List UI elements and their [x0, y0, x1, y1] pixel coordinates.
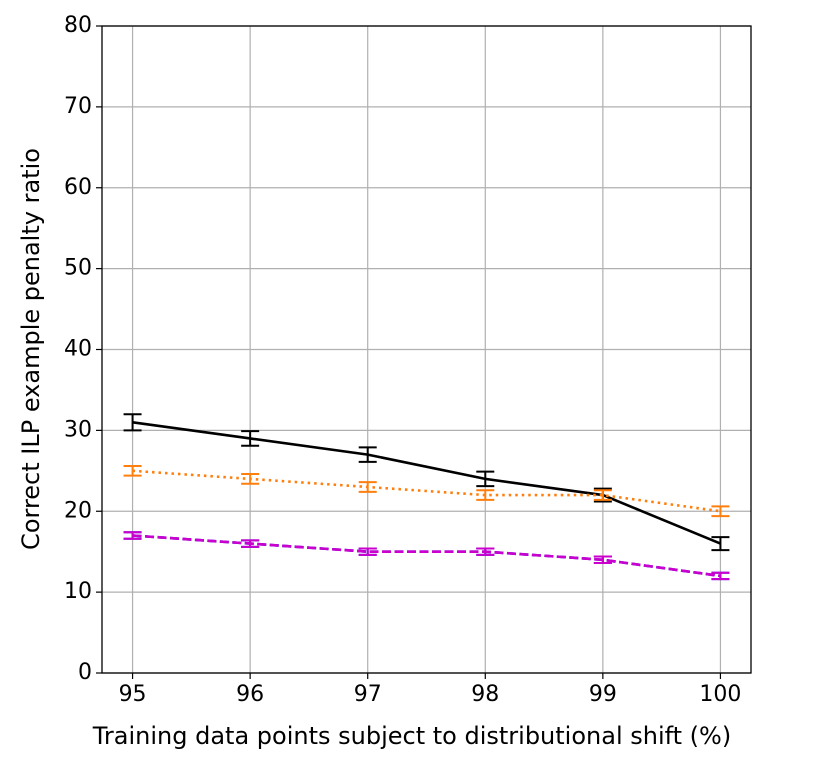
y-tick-label: 80 — [64, 13, 92, 38]
x-tick-label: 95 — [119, 682, 147, 707]
y-tick-label: 40 — [64, 337, 92, 362]
x-tick-label: 99 — [589, 682, 617, 707]
x-tick-label: 98 — [471, 682, 499, 707]
series-line — [132, 469, 721, 513]
y-tick-label: 20 — [64, 498, 92, 523]
y-tick-label: 50 — [64, 256, 92, 281]
x-tick-label: 97 — [354, 682, 382, 707]
y-tick-label: 10 — [64, 579, 92, 604]
series-line — [132, 534, 721, 578]
series-line — [132, 421, 721, 545]
y-tick-label: 0 — [78, 660, 92, 685]
x-axis-label: Training data points subject to distribu… — [92, 722, 731, 750]
x-tick-label: 100 — [699, 682, 741, 707]
y-tick-label: 30 — [64, 417, 92, 442]
x-tick-label: 96 — [236, 682, 264, 707]
y-tick-label: 60 — [64, 175, 92, 200]
plot-frame — [101, 25, 752, 674]
y-tick-label: 70 — [64, 94, 92, 119]
y-axis-label: Correct ILP example penalty ratio — [17, 148, 45, 550]
